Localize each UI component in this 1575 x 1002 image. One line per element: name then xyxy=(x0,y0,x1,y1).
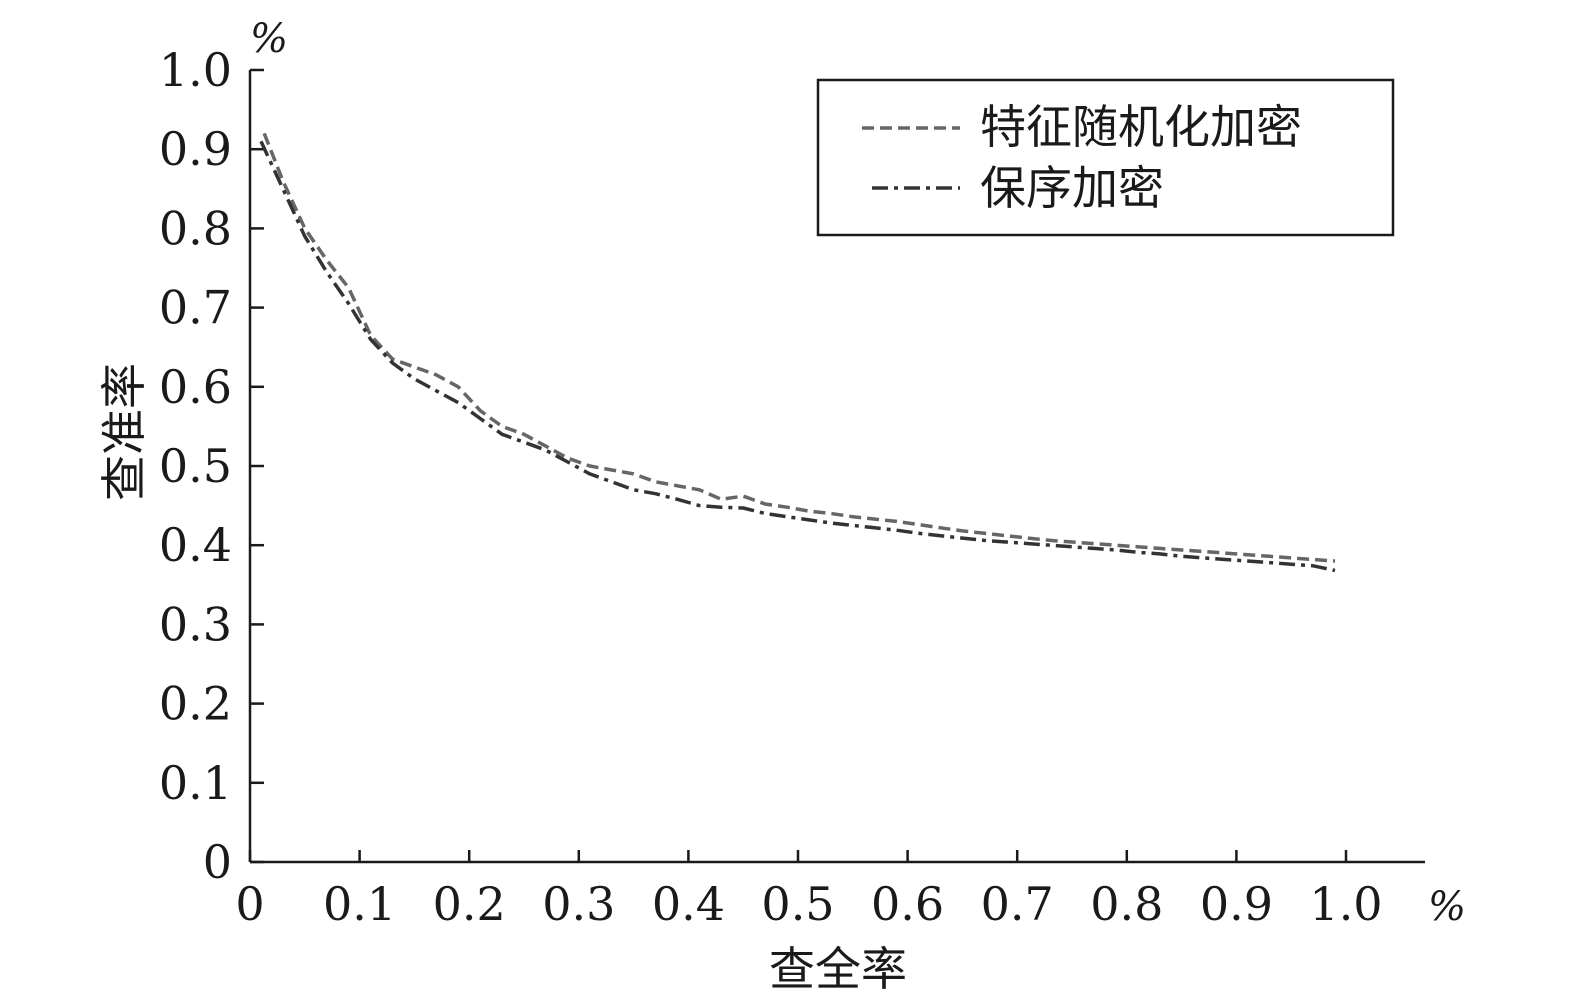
y-tick-label: 0.6 xyxy=(159,360,232,414)
legend-label-1: 保序加密 xyxy=(980,161,1164,215)
x-axis-title: 查全率 xyxy=(769,942,907,996)
x-tick-label: 0.7 xyxy=(981,877,1054,931)
y-ticks: 0 0.1 0.2 0.3 0.4 0.5 0.6 0.7 0.8 0.9 1.0 xyxy=(159,43,264,889)
x-tick-label: 0.5 xyxy=(761,877,834,931)
series-line-0 xyxy=(262,132,1336,563)
y-tick-label: 0.2 xyxy=(159,677,232,731)
y-unit-label: % xyxy=(250,16,288,62)
y-tick-label: 0.1 xyxy=(159,756,232,810)
series-line-1 xyxy=(259,140,1336,573)
x-ticks: 0 0.1 0.2 0.3 0.4 0.5 0.6 0.7 0.8 0.9 1.0 xyxy=(235,850,1383,931)
legend: 特征随机化加密 保序加密 xyxy=(816,78,1395,237)
legend-box xyxy=(816,78,1395,237)
x-tick-label: 0.9 xyxy=(1200,877,1273,931)
x-tick-label: 0.8 xyxy=(1090,877,1163,931)
y-axis-title: 查准率 xyxy=(97,363,151,501)
x-tick-label: 0.6 xyxy=(871,877,944,931)
x-tick-label: 0 xyxy=(235,877,264,931)
y-tick-label: 0.3 xyxy=(159,597,232,651)
y-tick-label: 0.5 xyxy=(159,439,232,493)
y-tick-label: 0.9 xyxy=(159,122,232,176)
x-tick-label: 0.2 xyxy=(433,877,506,931)
y-tick-label: 0 xyxy=(203,835,232,889)
series-layer xyxy=(259,132,1336,573)
y-tick-label: 0.8 xyxy=(159,201,232,255)
y-tick-label: 1.0 xyxy=(159,43,232,97)
x-tick-label: 0.4 xyxy=(652,877,725,931)
x-tick-label: 0.3 xyxy=(542,877,615,931)
x-tick-label: 1.0 xyxy=(1309,877,1382,931)
x-tick-label: 0.1 xyxy=(323,877,396,931)
y-tick-label: 0.4 xyxy=(159,518,232,572)
x-unit-label: % xyxy=(1428,884,1466,930)
legend-label-0: 特征随机化加密 xyxy=(980,100,1302,154)
y-tick-label: 0.7 xyxy=(159,281,232,335)
